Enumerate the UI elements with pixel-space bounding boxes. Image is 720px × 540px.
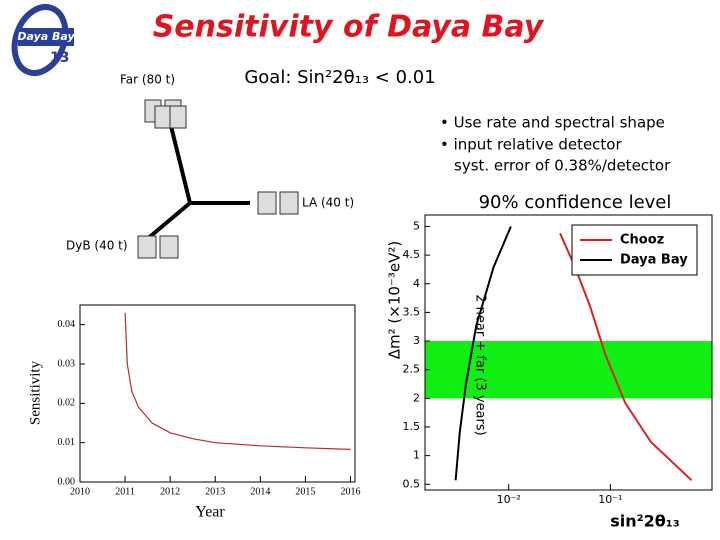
x-tick-label: 10⁻¹ <box>598 493 622 506</box>
logo-number: 13 <box>50 50 69 66</box>
detectors <box>137 99 299 259</box>
goal: Goal: Sin²2θ₁₃ < 0.01 <box>244 67 435 88</box>
x-tick-label: 2012 <box>160 486 180 497</box>
y-tick-label: 0.01 <box>58 437 76 448</box>
y-tick-label: 1.5 <box>403 420 421 433</box>
y-tick-label: 0.00 <box>58 476 76 487</box>
plot-frame <box>424 214 713 491</box>
y-tick-label: 3.5 <box>403 305 421 318</box>
x-tick-label: 2013 <box>205 486 225 497</box>
y-tick-label: 5 <box>413 219 420 232</box>
x-tick-label: 2010 <box>70 486 90 497</box>
baselines <box>138 121 250 247</box>
x-tick-label: 2015 <box>295 486 315 497</box>
y-tick-label: 0.04 <box>58 319 76 330</box>
legend-label: Chooz <box>620 233 664 248</box>
line <box>124 312 351 450</box>
x-tick-label: 2011 <box>115 486 135 497</box>
line <box>454 226 512 481</box>
y-tick-label: 4.5 <box>403 248 421 261</box>
plot-frame <box>79 304 356 483</box>
x-tick-label: 2016 <box>340 486 360 497</box>
y-tick-label: 4 <box>413 277 420 290</box>
bullet: • input relative detector <box>440 136 622 154</box>
y-axis-label: Δm² (×10⁻³eV²) <box>386 241 404 359</box>
y-tick-label: 0.5 <box>403 477 421 490</box>
y-tick-label: 0.03 <box>58 358 76 369</box>
logo: Daya Bay 13 <box>11 4 75 76</box>
x-axis-label: sin²2θ₁₃ <box>610 512 680 531</box>
x-axis-label: Year <box>195 504 225 521</box>
x-tick-label: 2014 <box>250 486 270 497</box>
y-tick-label: 3 <box>413 334 420 347</box>
y-tick-label: 2 <box>413 391 420 404</box>
legend-label: Daya Bay <box>620 253 688 268</box>
y-tick-label: 2.5 <box>403 363 421 376</box>
slide-title: Sensitivity of Daya Bay <box>153 10 545 45</box>
y-tick-label: 1 <box>413 449 420 462</box>
site-label: Far (80 t) <box>120 73 175 87</box>
site-label: LA (40 t) <box>302 196 354 210</box>
legend-box <box>571 224 698 276</box>
x-tick-label: 10⁻² <box>497 493 521 506</box>
y-tick-label: 0.02 <box>58 398 76 409</box>
bullet: syst. error of 0.38%/detector <box>454 157 671 175</box>
y-axis-label: Sensitivity <box>27 360 43 425</box>
logo-text: Daya Bay <box>17 30 75 43</box>
site-label: DyB (40 t) <box>66 239 128 253</box>
annotation: 2 near + far (3 years) <box>473 294 488 435</box>
chart-title: 90% confidence level <box>479 192 672 213</box>
bullet: • Use rate and spectral shape <box>440 114 665 132</box>
